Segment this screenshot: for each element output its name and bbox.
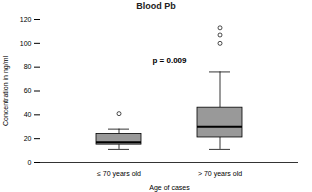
svg-text:Age of cases: Age of cases [149, 184, 190, 192]
svg-text:0: 0 [28, 159, 32, 166]
svg-text:120: 120 [20, 16, 32, 23]
svg-text:100: 100 [20, 40, 32, 47]
svg-text:80: 80 [24, 63, 32, 70]
svg-text:> 70 years old: > 70 years old [198, 170, 242, 178]
html-text:Blood Pb: Blood Pb [136, 1, 176, 11]
svg-text:≤ 70 years old: ≤ 70 years old [97, 170, 141, 178]
svg-text:Concentration in ng/ml: Concentration in ng/ml [2, 56, 10, 126]
svg-text:20: 20 [24, 135, 32, 142]
svg-text:60: 60 [24, 87, 32, 94]
svg-text:40: 40 [24, 111, 32, 118]
svg-text:p = 0.009: p = 0.009 [152, 56, 187, 65]
